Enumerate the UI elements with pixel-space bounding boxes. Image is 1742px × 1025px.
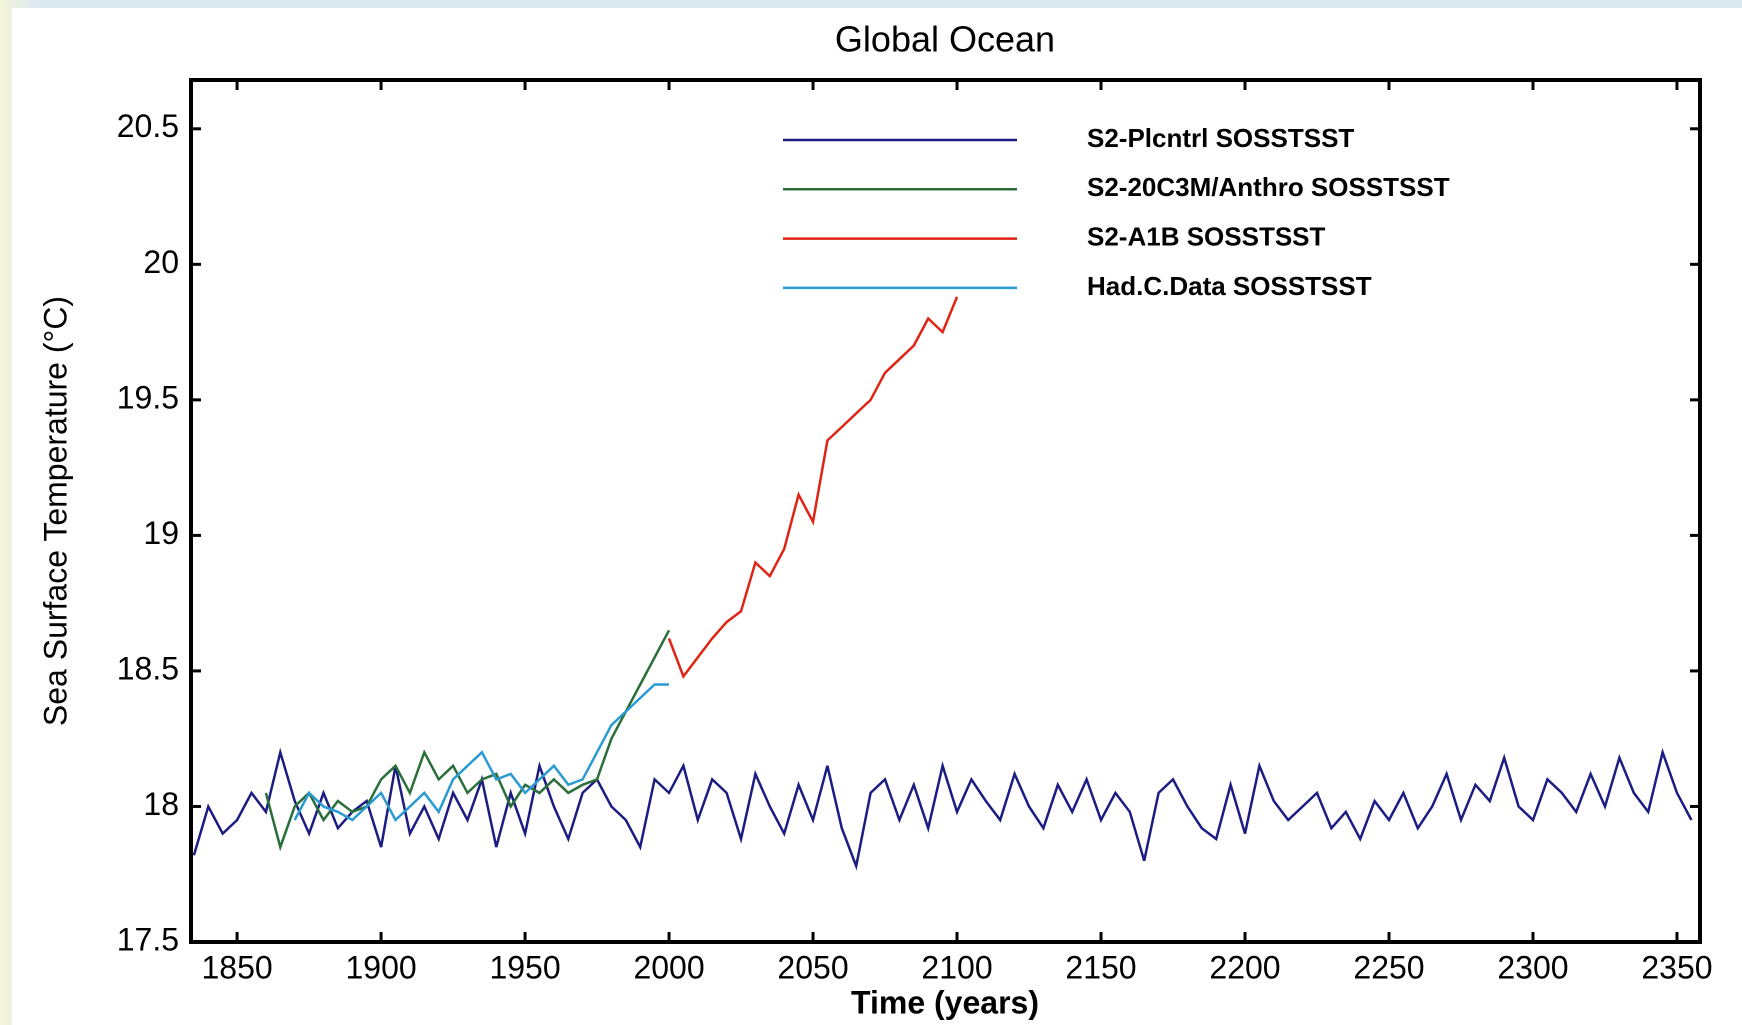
y-axis-label: Sea Surface Temperature (°C): [37, 296, 73, 726]
legend-label: S2-A1B SOSSTSST: [1087, 221, 1326, 251]
legend-label: S2-Plcntrl SOSSTSST: [1087, 123, 1354, 153]
panel: [12, 8, 1742, 1025]
x-tick-label: 2150: [1065, 949, 1136, 985]
x-tick-label: 2200: [1209, 949, 1280, 985]
plot-frame: [189, 78, 1702, 944]
x-tick-label: 2000: [633, 949, 704, 985]
chart-title: Global Ocean: [835, 19, 1055, 60]
y-tick-label: 18.5: [117, 650, 179, 686]
x-tick-label: 2050: [777, 949, 848, 985]
series-line: [264, 629, 671, 852]
y-tick-label: 17.5: [117, 921, 179, 957]
y-tick-label: 20.5: [117, 108, 179, 144]
x-axis-label: Time (years): [851, 984, 1039, 1020]
series-line: [192, 747, 1693, 871]
series-line: [667, 296, 959, 679]
x-tick-label: 2250: [1353, 949, 1424, 985]
x-tick-label: 2350: [1641, 949, 1712, 985]
y-tick-label: 19.5: [117, 379, 179, 415]
x-tick-label: 1850: [201, 949, 272, 985]
x-tick-label: 1900: [345, 949, 416, 985]
y-tick-label: 20: [143, 244, 179, 280]
x-tick-label: 1950: [489, 949, 560, 985]
y-tick-label: 19: [143, 515, 179, 551]
legend-label: S2-20C3M/Anthro SOSSTSST: [1087, 172, 1450, 202]
series-line: [293, 683, 669, 823]
x-tick-label: 2100: [921, 949, 992, 985]
x-tick-label: 2300: [1497, 949, 1568, 985]
y-tick-label: 18: [143, 786, 179, 822]
legend-label: Had.C.Data SOSSTSST: [1087, 271, 1372, 301]
